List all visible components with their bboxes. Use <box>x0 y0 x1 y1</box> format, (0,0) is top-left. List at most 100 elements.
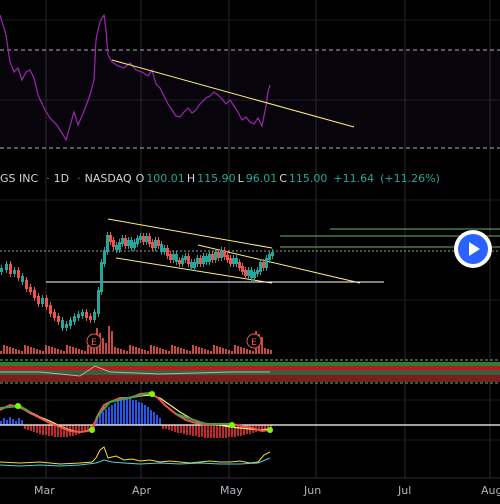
candle-body <box>256 270 259 274</box>
symbol-name[interactable]: GS INC <box>0 171 39 185</box>
close-value: 115.00 <box>288 171 328 185</box>
play-icon <box>458 234 488 264</box>
volume-bar <box>63 351 65 354</box>
candle-body <box>226 255 229 260</box>
rsi-line <box>0 13 271 142</box>
candle-body <box>41 298 44 304</box>
volume-bar <box>159 348 161 354</box>
volume-bar <box>135 347 137 354</box>
candle-body <box>136 238 139 244</box>
earnings-marker-may[interactable] <box>246 333 262 349</box>
volume-bar <box>204 349 206 354</box>
candle-body <box>133 242 136 248</box>
macd-cross-dot <box>229 422 235 428</box>
volume-bar <box>78 349 80 354</box>
candle-body <box>232 258 235 264</box>
candle-body <box>184 256 187 260</box>
candle-body <box>193 262 196 268</box>
macd-hist-bar <box>213 425 215 438</box>
volume-bar <box>153 346 155 354</box>
macd-hist-bar <box>87 425 89 431</box>
candle-body <box>73 316 76 322</box>
macd-hist-bar <box>156 415 158 425</box>
macd-hist-bar <box>267 425 269 429</box>
volume-bar <box>195 346 197 354</box>
macd-hist-bar <box>144 405 146 425</box>
volume-bar <box>219 347 221 354</box>
open-value: 100.01 <box>146 171 185 185</box>
volume-bar <box>117 348 119 354</box>
candle-body <box>103 250 106 264</box>
candle-body <box>13 270 16 274</box>
candle-body <box>265 258 268 268</box>
stripe-band <box>0 375 500 382</box>
candle-body <box>175 254 178 262</box>
macd-hist-bar <box>177 425 179 433</box>
month-label: Apr <box>132 484 152 497</box>
macd-hist-bar <box>153 412 155 425</box>
candle-body <box>181 258 184 264</box>
earnings-marker-mar[interactable] <box>86 333 102 349</box>
candle-body <box>178 260 181 264</box>
candle-body <box>45 298 48 307</box>
volume-bar <box>39 350 41 354</box>
macd-hist-bar <box>228 425 230 437</box>
candle-body <box>85 312 88 318</box>
replay-play-button[interactable] <box>454 230 492 268</box>
candle-body <box>208 254 211 262</box>
macd-hist-bar <box>246 425 248 434</box>
macd-hist-bar <box>183 425 185 434</box>
macd-hist-bar <box>192 425 194 436</box>
volume-bar <box>150 345 152 354</box>
candle-body <box>118 242 121 250</box>
candle-body <box>21 276 24 282</box>
candle-body <box>205 256 208 262</box>
candle-body <box>199 258 202 264</box>
macd-hist-bar <box>0 421 2 425</box>
candle-body <box>93 312 96 320</box>
macd-hist-bar <box>93 425 95 429</box>
macd-hist-bar <box>57 425 59 437</box>
candle-body <box>121 238 124 244</box>
volume-bar <box>210 351 212 354</box>
candle-body <box>127 240 130 246</box>
volume-bar <box>123 350 125 354</box>
volume-bar <box>201 348 203 354</box>
macd-hist-bar <box>48 425 50 436</box>
interval[interactable]: 1D <box>53 171 70 185</box>
volume-bar <box>171 345 173 354</box>
volume-bar <box>93 347 95 354</box>
volume-bar <box>231 351 233 354</box>
candle-body <box>196 258 199 264</box>
close-label: C <box>279 171 287 185</box>
volume-bar <box>213 345 215 354</box>
month-label: Aug <box>481 484 500 497</box>
candle-body <box>61 320 64 328</box>
price-pane: E E <box>0 218 500 354</box>
macd-hist-bar <box>225 425 227 438</box>
volume-bar <box>147 351 149 354</box>
macd-hist-bar <box>216 425 218 438</box>
volume-bar <box>33 348 35 354</box>
volume-bar <box>48 346 50 354</box>
candle-body <box>37 296 40 304</box>
macd-hist-bar <box>99 414 101 425</box>
macd-hist-bar <box>186 425 188 435</box>
volume-bar <box>246 349 248 354</box>
oscillator-line-cyan <box>0 457 271 467</box>
macd-hist-bar <box>117 401 119 425</box>
macd-hist-bar <box>3 418 5 425</box>
candle-body <box>211 254 214 260</box>
volume-bar <box>36 349 38 354</box>
candle-body <box>214 252 217 260</box>
low-label: L <box>237 171 244 185</box>
candle-body <box>235 258 238 264</box>
volume-bar <box>249 350 251 354</box>
candle-body <box>17 270 20 278</box>
volume-bar <box>192 345 194 354</box>
volume-bar <box>162 349 164 354</box>
volume-bar <box>252 351 254 354</box>
rsi-trendline <box>111 59 355 128</box>
